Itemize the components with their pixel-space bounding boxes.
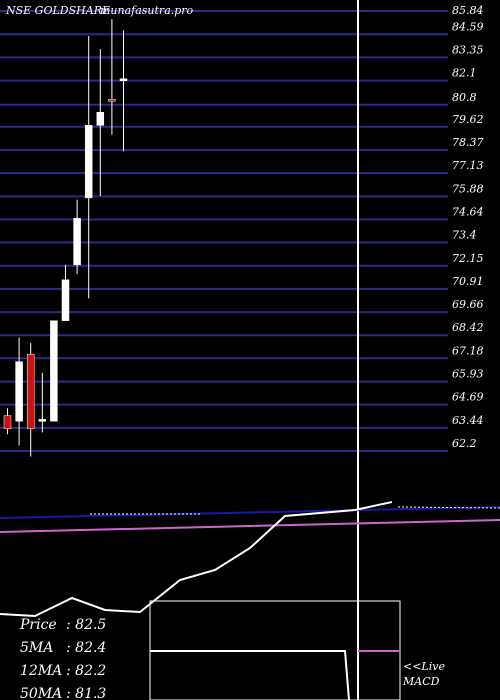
top-price-label: 85.84 — [452, 4, 484, 17]
candle-body — [61, 279, 70, 321]
y-tick-label: 62.2 — [452, 437, 477, 450]
candle-body — [3, 415, 12, 429]
y-tick-label: 84.59 — [452, 20, 484, 33]
stat-label-price: Price — [19, 617, 57, 633]
y-tick-label: 80.8 — [452, 91, 477, 104]
chart-title: NSE GOLDSHARE — [5, 4, 110, 17]
price-grid — [0, 10, 448, 452]
macd-label-line-2: MACD — [402, 675, 440, 688]
candle-body — [26, 353, 35, 429]
y-tick-label: 74.64 — [452, 205, 484, 218]
macd-label: <<Live MACD — [402, 660, 448, 688]
stat-value-price: : 82.5 — [66, 617, 106, 633]
watermark: munafasutra.pro — [100, 4, 194, 17]
macd-label-line-1: <<Live — [403, 660, 445, 673]
y-tick-label: 72.15 — [452, 252, 484, 265]
y-tick-label: 69.66 — [452, 298, 484, 311]
y-tick-label: 70.91 — [452, 275, 484, 288]
y-tick-label: 75.88 — [452, 182, 484, 195]
y-tick-label: 67.18 — [452, 344, 484, 357]
candle-body — [50, 320, 58, 422]
candle-body — [119, 78, 128, 81]
stat-label-5ma: 5MA — [20, 640, 53, 656]
y-tick-label: 79.62 — [452, 113, 484, 126]
y-tick-label: 68.42 — [452, 321, 484, 334]
candle-body — [15, 361, 23, 422]
y-tick-label: 65.93 — [452, 368, 484, 381]
candle-body — [84, 125, 93, 199]
candle-body — [108, 98, 116, 102]
stats-panel: Price : 82.5 5MA : 82.4 12MA : 82.2 50MA… — [19, 617, 106, 700]
y-axis-ticks: 84.59 83.35 82.1 80.8 79.62 78.37 77.13 75.88 74… — [452, 20, 484, 450]
stat-value-12ma: : 82.2 — [66, 663, 106, 679]
ma-line-dotted-right — [397, 506, 500, 509]
y-tick-label: 83.35 — [452, 43, 484, 56]
macd-signal-line — [150, 650, 350, 700]
y-tick-label: 63.44 — [452, 414, 484, 427]
candle-body — [38, 419, 47, 422]
candle-body — [73, 218, 81, 266]
candlestick-series — [3, 19, 128, 457]
y-tick-label: 64.69 — [452, 391, 484, 404]
y-tick-label: 78.37 — [452, 136, 484, 149]
y-tick-label: 73.4 — [452, 229, 477, 242]
y-tick-label: 82.1 — [452, 67, 477, 80]
stat-label-12ma: 12MA — [20, 663, 62, 679]
macd-line — [0, 501, 393, 618]
y-tick-label: 77.13 — [452, 159, 484, 172]
ma-line-purple — [0, 519, 500, 533]
stat-value-50ma: : 81.3 — [66, 686, 106, 700]
ma-line-blue — [0, 506, 500, 519]
stat-label-50ma: 50MA — [20, 686, 62, 700]
stat-value-5ma: : 82.4 — [66, 640, 106, 656]
candle-body — [96, 112, 105, 126]
